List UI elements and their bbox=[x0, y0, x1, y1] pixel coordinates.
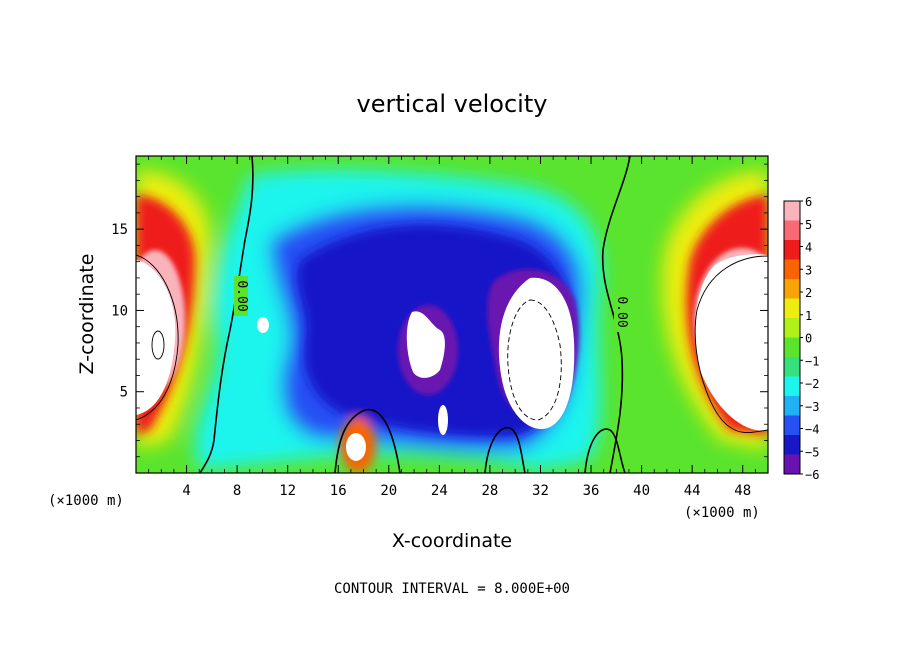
velocity-field: 0.00 0.00 bbox=[136, 156, 768, 473]
colorbar-tick-label: −2 bbox=[805, 377, 819, 391]
y-axis-label: Z-coordinate bbox=[76, 254, 98, 375]
colorbar-tick-label: 3 bbox=[805, 263, 812, 277]
x-tick-label: 20 bbox=[380, 483, 397, 499]
right-saturated-updraft bbox=[695, 254, 768, 431]
x-axis-label: X-coordinate bbox=[392, 530, 512, 552]
x-tick-label: 36 bbox=[583, 483, 600, 499]
colorbar-swatch bbox=[784, 298, 800, 319]
colorbar-swatch bbox=[784, 201, 800, 221]
x-tick-label: 24 bbox=[431, 483, 448, 499]
x-unit-label: (×1000 m) bbox=[48, 493, 124, 509]
x-tick-label: 44 bbox=[684, 483, 701, 499]
colorbar-tick-label: −1 bbox=[805, 354, 819, 368]
central-saturated-downdraft bbox=[498, 277, 575, 429]
contour-neg-8 bbox=[507, 299, 562, 421]
y-unit-label: (×1000 m) bbox=[684, 505, 760, 521]
zero-contours bbox=[199, 156, 631, 473]
colorbar-swatch bbox=[784, 240, 800, 260]
contour-left-8 bbox=[136, 254, 179, 421]
x-tick-label: 12 bbox=[279, 483, 296, 499]
colorbar-tick-label: 5 bbox=[805, 218, 812, 232]
colorbar-tick-label: 4 bbox=[805, 241, 812, 255]
chart-title: vertical velocity bbox=[357, 90, 548, 118]
colorbar-tick-label: −4 bbox=[805, 423, 819, 437]
colorbar-swatch bbox=[784, 376, 800, 397]
zero-contour-left bbox=[199, 156, 254, 473]
zero-contour-low-2 bbox=[484, 426, 526, 473]
colorbar-swatch bbox=[784, 396, 800, 416]
positive-contours bbox=[136, 254, 768, 433]
colorbar-swatch bbox=[784, 357, 800, 377]
x-tick-label: 4 bbox=[182, 483, 190, 499]
colorbar-swatch bbox=[784, 259, 800, 280]
colorbar-tick-label: −3 bbox=[805, 400, 819, 414]
x-tick-label: 28 bbox=[481, 483, 498, 499]
zero-contour-low bbox=[334, 408, 401, 473]
colorbar-swatch bbox=[784, 415, 800, 436]
colorbar-swatch bbox=[784, 454, 800, 475]
colorbar-tick-label: 0 bbox=[805, 332, 812, 346]
x-tick-label: 32 bbox=[532, 483, 549, 499]
negative-contours bbox=[507, 299, 562, 421]
colorbar-swatch bbox=[784, 435, 800, 455]
left-saturated-updraft bbox=[136, 260, 176, 415]
colorbar-swatch bbox=[784, 220, 800, 241]
colorbar-swatch bbox=[784, 337, 800, 358]
colorbar-tick-label: 6 bbox=[805, 195, 812, 209]
x-tick-label: 16 bbox=[330, 483, 347, 499]
colorbar-swatch bbox=[784, 279, 800, 299]
colorbar-tick-label: 2 bbox=[805, 286, 812, 300]
contour-right-8 bbox=[694, 255, 768, 433]
zero-contour-low-3 bbox=[584, 428, 626, 473]
colorbar-tick-label: −6 bbox=[805, 468, 819, 482]
colorbar: 6 5 4 3 2 1 0 −1 −2 −3 −4 −5 −6 bbox=[783, 195, 819, 482]
y-tick-label: 10 bbox=[111, 303, 128, 319]
zero-contour-right bbox=[601, 156, 631, 473]
x-tick-label: 8 bbox=[233, 483, 241, 499]
contour-interval-note: CONTOUR INTERVAL = 8.000E+00 bbox=[334, 581, 570, 597]
small-saturated-downdraft-2 bbox=[438, 405, 448, 435]
colorbar-tick-label: 1 bbox=[805, 309, 812, 323]
low-saturated-updraft bbox=[346, 433, 366, 461]
colorbar-tick-label: −5 bbox=[805, 445, 819, 459]
y-tick-label: 5 bbox=[120, 385, 128, 401]
contour-small-8 bbox=[151, 330, 165, 360]
central-saturated-downdraft-2 bbox=[406, 311, 445, 378]
x-tick-label: 48 bbox=[734, 483, 751, 499]
x-tick-label: 40 bbox=[633, 483, 650, 499]
contour-label-right: 0.00 bbox=[614, 296, 629, 327]
small-saturated-downdraft bbox=[257, 317, 269, 333]
contour-label-left: 0.00 bbox=[234, 280, 249, 311]
colorbar-swatch bbox=[784, 318, 800, 338]
y-tick-label: 15 bbox=[111, 222, 128, 238]
